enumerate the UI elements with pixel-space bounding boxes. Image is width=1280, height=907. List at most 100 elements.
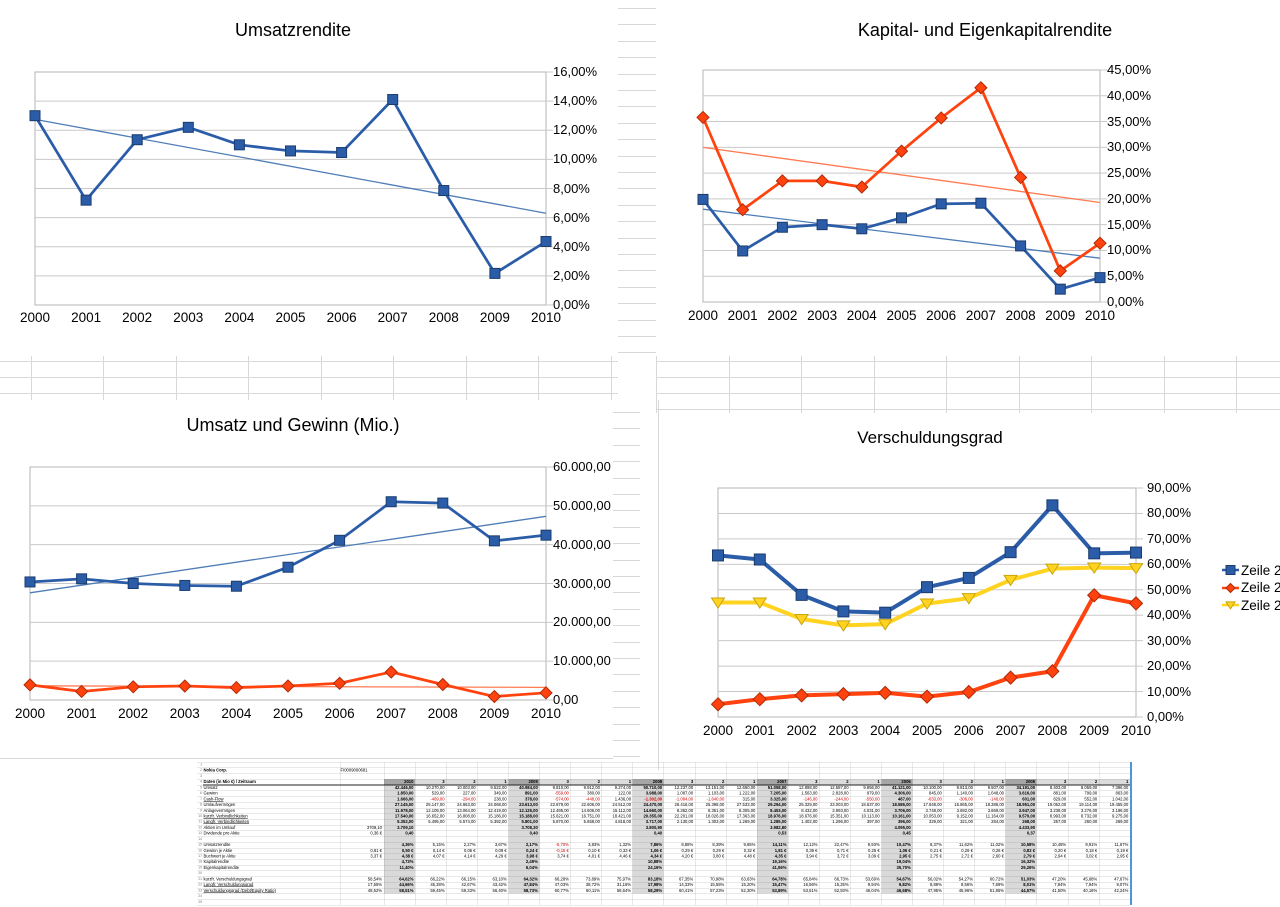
data-cell: 51.058,00 <box>767 784 787 790</box>
x-axis-year-label: 2007 <box>377 310 408 325</box>
data-cell: 8,37% <box>929 842 942 848</box>
y-axis-tick-label: 35,00% <box>1107 113 1152 129</box>
data-cell: 8.351,00 <box>707 807 725 813</box>
row-summary-value: 0,81 € <box>370 847 382 853</box>
data-cell: 53,69% <box>865 876 880 882</box>
data-cell: 59,33% <box>461 887 476 893</box>
data-cell: -469,00 <box>430 796 445 802</box>
row-number: 22 <box>198 883 202 887</box>
data-cell: 40,16% <box>1083 887 1098 893</box>
data-cell: 47,95% <box>927 887 942 893</box>
data-cell: 9,07% <box>1116 882 1129 888</box>
data-cell: 3.238,00 <box>1049 807 1067 813</box>
data-cell: 9,82% <box>898 882 911 888</box>
x-axis-year-label: 2008 <box>1037 723 1068 738</box>
data-cell: 23.003,00 <box>829 802 849 808</box>
gridline <box>613 576 640 577</box>
data-cell: 9.912,00 <box>583 784 600 790</box>
data-cell: 18.421,00 <box>612 813 632 819</box>
gridline <box>656 356 657 413</box>
data-cell: 122,00 <box>618 790 632 796</box>
gridline <box>618 73 656 75</box>
data-cell: 16.751,00 <box>581 813 600 819</box>
y-axis-tick-label: 16,00% <box>553 64 598 79</box>
y-axis-tick-label: 20,00% <box>1107 190 1152 206</box>
data-cell: 4,20 € <box>681 853 694 859</box>
data-cell: 3.717,00 <box>645 819 663 825</box>
row-number: 17 <box>198 854 202 859</box>
data-cell: 0,45 <box>902 830 911 836</box>
x-axis-year-label: 2008 <box>428 310 459 325</box>
gridline <box>618 57 656 59</box>
chart-kapital-eigenkapitalrendite[interactable]: Kapital- und Eigenkapitalrendite 45,00% 4… <box>658 0 1280 356</box>
data-cell: 260,00 <box>1084 819 1098 825</box>
data-cell: 0,26 € <box>992 847 1004 853</box>
gridline <box>618 106 656 108</box>
data-cell: 0,33 € <box>619 847 632 853</box>
data-cell: 75,97% <box>616 876 632 882</box>
column-header: 1 <box>877 779 880 785</box>
gridline <box>613 723 640 725</box>
x-axis-year-label: 2002 <box>767 308 798 323</box>
gridline <box>393 356 394 400</box>
chart-umsatz-und-gewinn[interactable]: Umsatz und Gewinn (Mio.) 60.000,00 50.000… <box>0 400 613 757</box>
data-cell: 7,86% <box>650 842 663 848</box>
row-label: Gewinn je Aktie <box>203 847 233 853</box>
data-cell: 11,67% <box>1114 842 1129 848</box>
data-cell: 0,06 € <box>463 847 476 853</box>
gridline <box>613 510 640 512</box>
data-cell: 16.652,00 <box>425 813 445 819</box>
data-cell: 829,00 <box>1053 796 1067 802</box>
chart-umsatzrendite[interactable]: Umsatzrendite 16,00% 14,00% 12,00% 10,00% 8,… <box>0 0 617 356</box>
data-cell: 18.976,00 <box>767 813 787 819</box>
y-axis-tick-label: 0,00 <box>553 692 579 707</box>
row-number: 23 <box>198 888 202 893</box>
gridline <box>656 377 1280 378</box>
data-cell: 8,88% <box>681 842 694 848</box>
data-cell: 23.613,00 <box>519 802 538 808</box>
data-cell: 3.988,00 <box>645 790 663 796</box>
row-summary-value: 58,54% <box>367 876 382 882</box>
data-cell: 0,10 € <box>588 847 600 853</box>
gridline <box>0 757 613 759</box>
table-gridline <box>570 762 571 905</box>
data-cell: 46,04% <box>865 887 880 893</box>
y-axis-tick-label: 20,00% <box>1147 658 1192 674</box>
data-cell: 11,02% <box>990 842 1004 848</box>
chart-title: Umsatz und Gewinn (Mio.) <box>186 415 400 435</box>
data-cell: 0,25 € <box>868 847 880 853</box>
data-cell: 3,67% <box>494 842 507 848</box>
data-cell: 66,28% <box>554 876 569 882</box>
data-cell: 14.606,00 <box>581 807 600 813</box>
data-cell: 53,51% <box>803 887 818 893</box>
x-axis-year-label: 2004 <box>224 310 255 325</box>
data-cell: 2,79 € <box>1023 853 1036 859</box>
column-header: 1 <box>1125 779 1129 785</box>
data-cell: 1.402,00 <box>801 819 818 825</box>
data-cell: 58,29% <box>647 887 663 893</box>
data-cell: 1.436,00 <box>614 796 632 802</box>
data-cell: 0,71 € <box>836 847 849 853</box>
x-axis-year-label: 2000 <box>702 723 734 738</box>
data-cell: 4.095,00 <box>894 824 911 830</box>
table-gridline <box>197 767 1130 769</box>
data-cell: 12.495,00 <box>550 807 569 813</box>
column-header: 2010 <box>404 779 414 785</box>
data-cell: 64,78% <box>772 876 787 882</box>
data-cell: 1.269,00 <box>739 819 756 825</box>
year-header-bg <box>384 779 416 785</box>
row-label: Umlaufvermögen <box>203 802 236 808</box>
financial-data-table[interactable]: 1 2 Nokia Corp. FI0009000681 3 4 Daten (in Mio… <box>197 762 1133 906</box>
data-cell: -0,15 € <box>555 847 569 853</box>
gridline <box>618 303 656 305</box>
data-cell: 14.660,00 <box>643 807 663 813</box>
x-axis-year-label: 2010 <box>1084 308 1116 323</box>
data-cell: 3.708,30 <box>521 824 538 830</box>
table-gridline <box>663 762 665 905</box>
table-gridline <box>197 864 1130 866</box>
data-cell: -1.640,00 <box>706 796 725 802</box>
data-cell: 8,56% <box>961 882 973 888</box>
data-cell: 51,85% <box>989 887 1004 893</box>
data-cell: 7,94% <box>1054 882 1067 888</box>
chart-verschuldungsgrad[interactable]: Verschuldungsgrad Zeile 2 Zeile 2 Zeile 2 … <box>660 414 1280 770</box>
